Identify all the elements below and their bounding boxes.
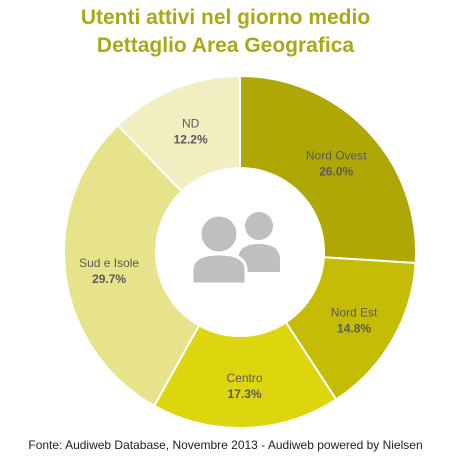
- slice-label: ND: [182, 117, 200, 131]
- slice-value-label: 26.0%: [319, 165, 353, 179]
- slice-label: Sud e Isole: [79, 256, 139, 270]
- users-icon: [190, 212, 280, 286]
- slice-centro: [152, 320, 338, 429]
- chart-subtitle: Dettaglio Area Geografica: [96, 34, 355, 57]
- slice-nord-ovest: [239, 74, 417, 265]
- slice-nd: [116, 74, 241, 193]
- slice-value-label: 17.3%: [228, 387, 262, 401]
- slice-label: Centro: [227, 371, 263, 385]
- slice-label: Nord Est: [331, 305, 378, 319]
- source-note: Fonte: Audiweb Database, Novembre 2013 -…: [28, 438, 423, 452]
- slice-value-label: 14.8%: [337, 321, 371, 335]
- slice-sud-e-isole: [63, 123, 201, 408]
- slice-value-label: 12.2%: [174, 133, 208, 147]
- slice-value-label: 29.7%: [92, 272, 126, 286]
- chart-title: Utenti attivi nel giorno medio: [80, 6, 371, 29]
- slice-label: Nord Ovest: [306, 149, 367, 163]
